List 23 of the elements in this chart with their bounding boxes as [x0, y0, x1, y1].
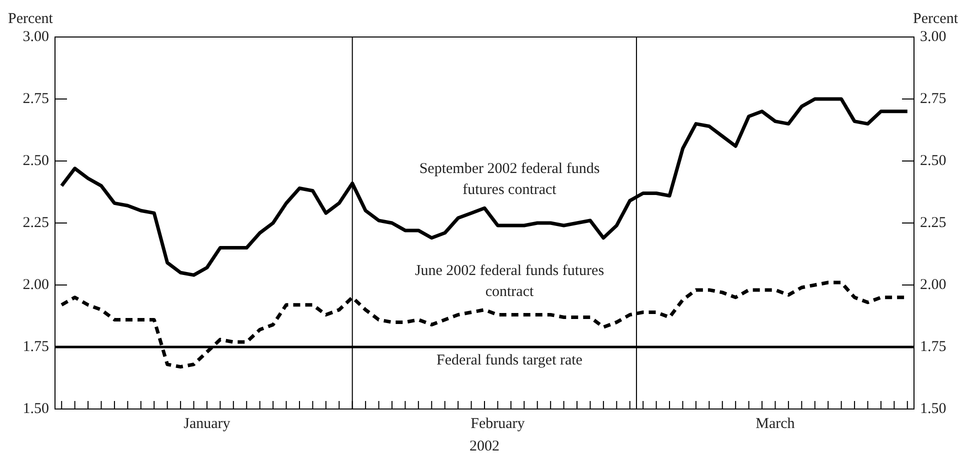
x-tick-label: January	[184, 416, 231, 432]
y-tick-label: 2.50	[22, 152, 49, 169]
y2-tick-label: 3.00	[920, 28, 946, 45]
x-tick-label: March	[756, 416, 796, 432]
ref-line-label: Federal funds target rate	[436, 352, 583, 368]
y-tick-label: 2.25	[22, 214, 49, 231]
y-axis-title: Percent	[8, 11, 54, 27]
y2-tick-label: 1.50	[920, 400, 946, 417]
y-tick-label: 1.75	[22, 338, 49, 355]
y-tick-label: 3.00	[22, 28, 49, 45]
series-label: September 2002 federal funds futures contract	[419, 161, 600, 198]
series-label: June 2002 federal funds futures contract	[414, 262, 604, 300]
x-tick-label: February	[470, 416, 526, 432]
y-tick-label: 2.75	[22, 90, 49, 107]
y-tick-label: 2.00	[22, 276, 49, 293]
y2-axis-title: Percent	[913, 11, 959, 27]
y2-tick-label: 2.75	[920, 90, 946, 107]
y2-tick-label: 2.00	[920, 276, 946, 293]
y2-tick-label: 2.50	[920, 152, 946, 169]
x-axis-title: 2002	[470, 438, 500, 454]
y2-tick-label: 1.75	[920, 338, 946, 355]
y-tick-label: 1.50	[22, 400, 49, 417]
y2-tick-label: 2.25	[920, 214, 946, 231]
